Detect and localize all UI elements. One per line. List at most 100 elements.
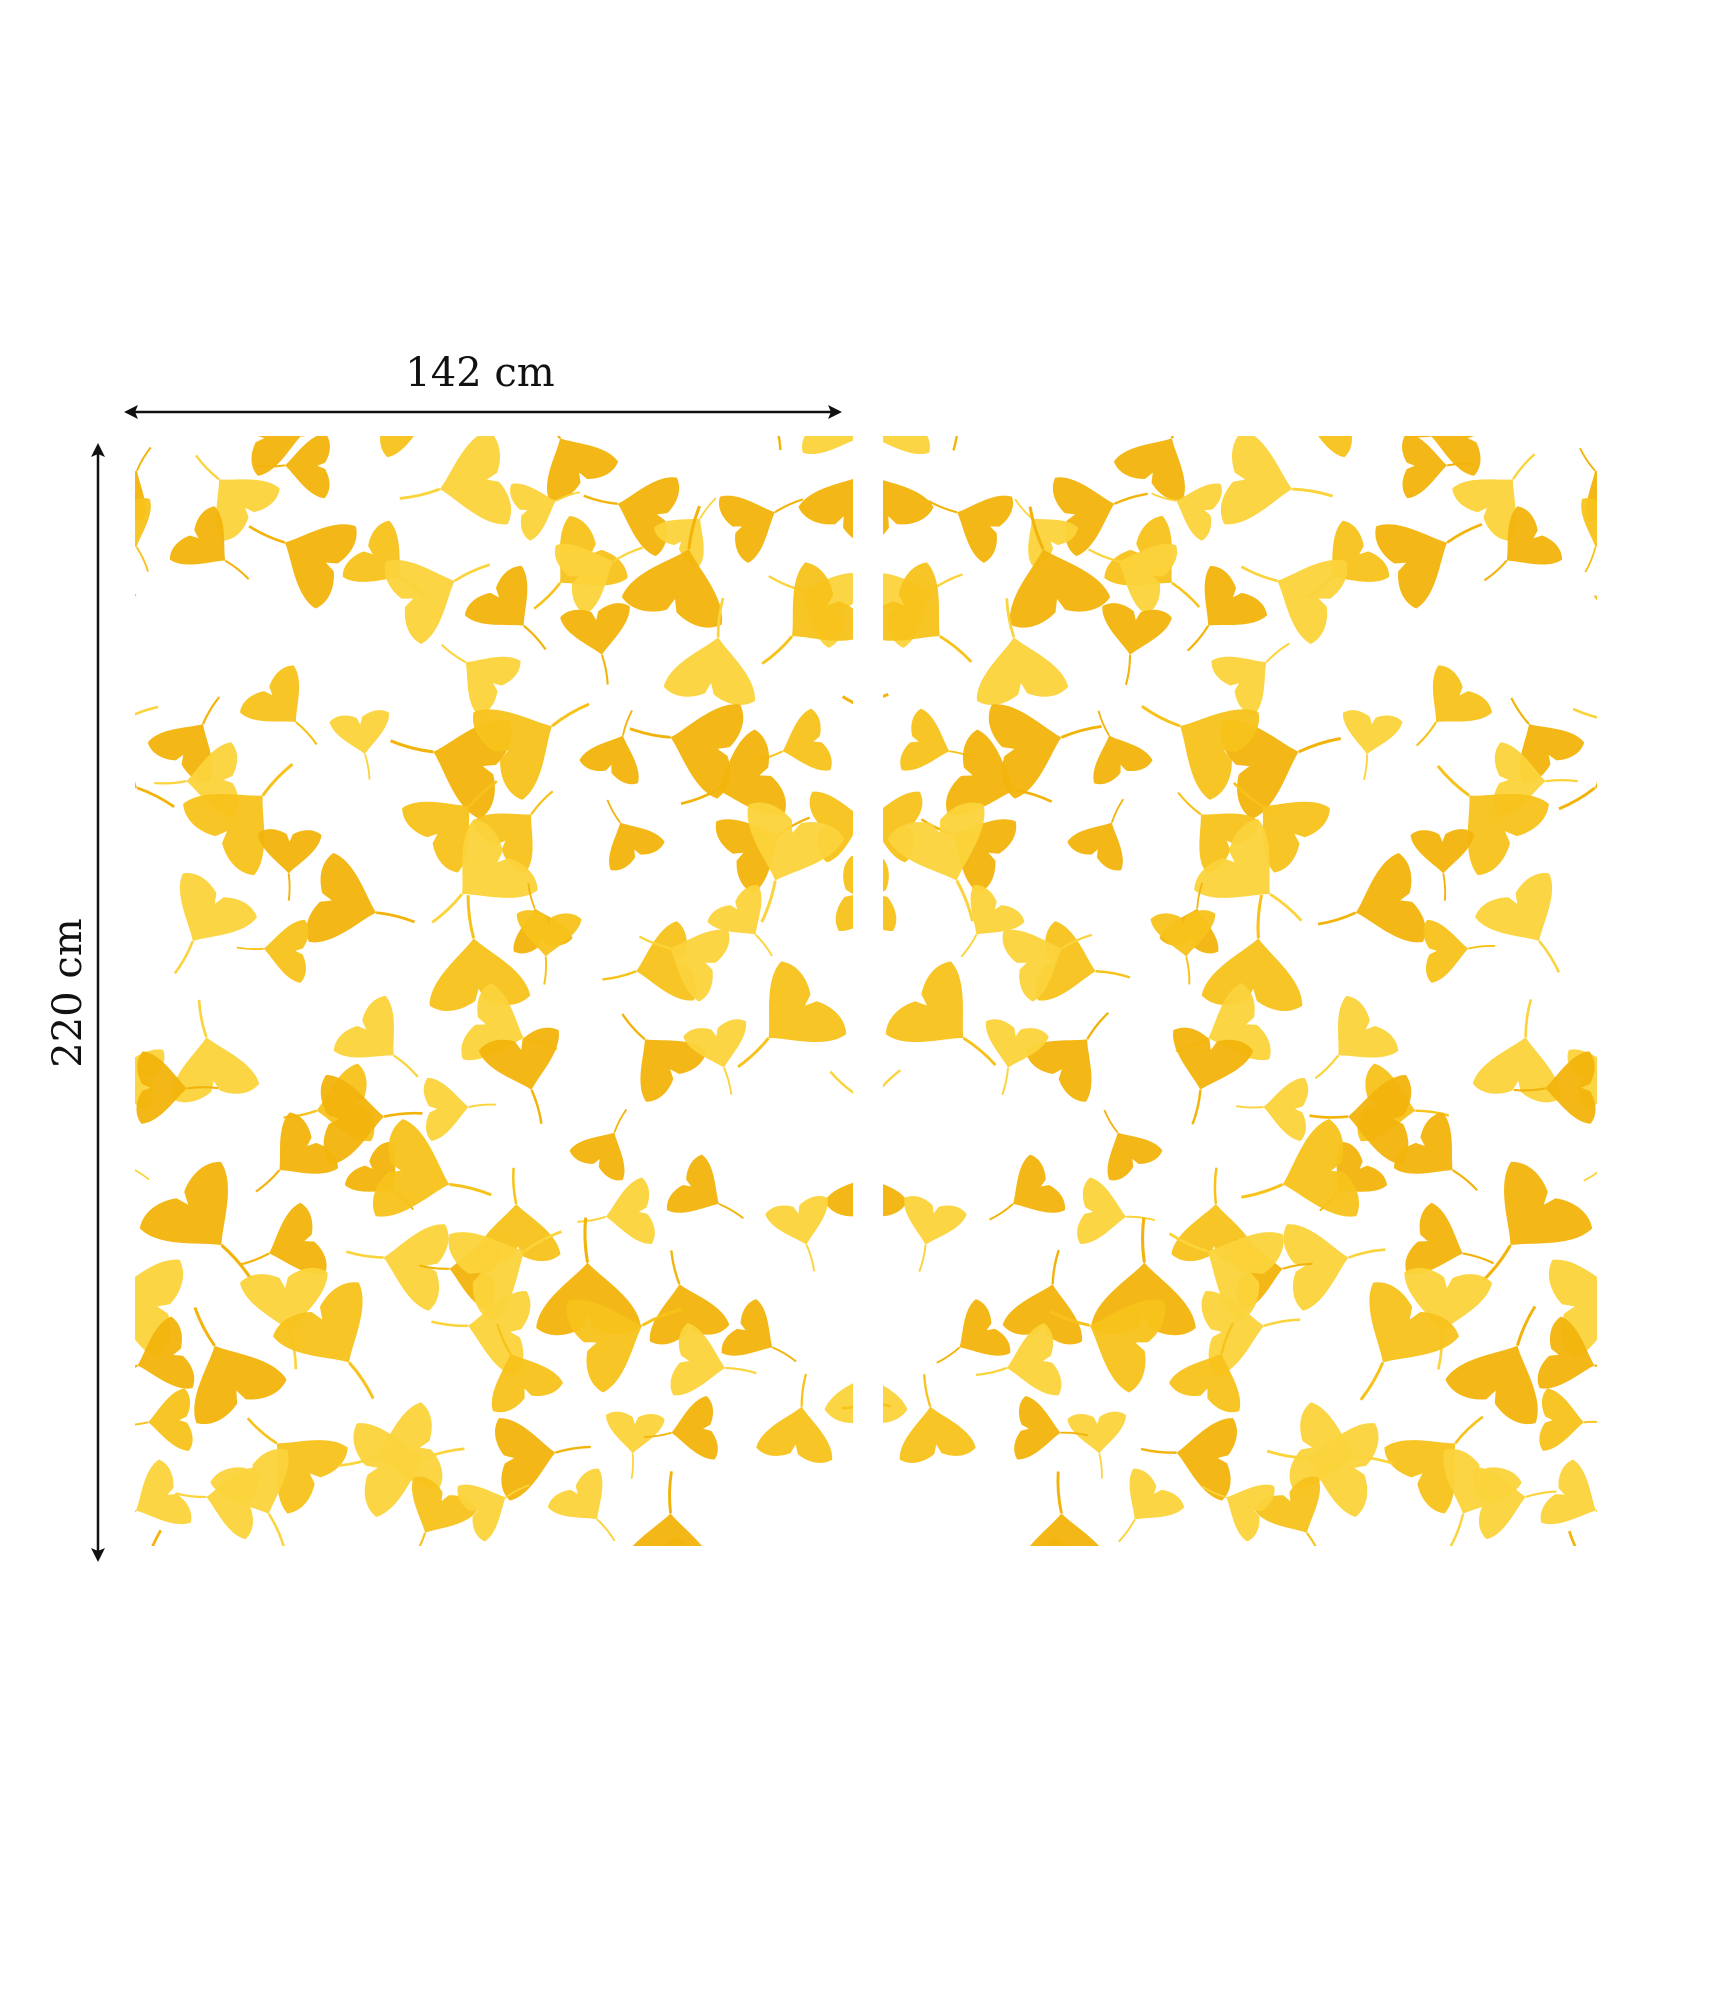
ginkgo-leaf — [883, 1069, 902, 1096]
ginkgo-leaf — [135, 436, 159, 464]
ginkgo-leaf — [1240, 559, 1348, 645]
ginkgo-leaf — [1393, 1112, 1479, 1192]
ginkgo-leaf — [345, 1224, 449, 1311]
ginkgo-leaf — [841, 1400, 853, 1410]
ginkgo-leaf — [1173, 1027, 1254, 1125]
ginkgo-leaf — [841, 695, 853, 716]
height-arrow — [91, 443, 105, 1562]
ginkgo-leaf — [135, 446, 152, 521]
ginkgo-leaf — [402, 780, 498, 873]
ginkgo-leaf — [711, 1544, 817, 1546]
ginkgo-leaf — [472, 702, 590, 800]
ginkgo-leaf — [135, 593, 137, 622]
ginkgo-leaf — [850, 1522, 853, 1546]
ginkgo-leaf — [135, 1316, 195, 1389]
ginkgo-leaf — [1436, 764, 1549, 876]
ginkgo-leaf — [547, 1468, 616, 1542]
ginkgo-leaf — [1415, 665, 1492, 747]
ginkgo-leaf — [495, 1418, 591, 1501]
ginkgo-leaf — [173, 873, 257, 975]
ginkgo-pattern — [135, 436, 853, 1546]
ginkgo-leaf — [883, 1236, 893, 1343]
ginkgo-leaf — [883, 562, 973, 663]
ginkgo-leaf — [1093, 710, 1153, 785]
ginkgo-leaf — [135, 716, 175, 809]
ginkgo-leaf — [1015, 1471, 1114, 1546]
ginkgo-leaf — [1009, 506, 1111, 628]
width-arrow — [124, 405, 842, 419]
ginkgo-leaf — [1567, 1530, 1588, 1546]
ginkgo-leaf — [273, 1282, 375, 1400]
ginkgo-leaf — [135, 1388, 193, 1451]
ginkgo-leaf — [1405, 1202, 1495, 1275]
ginkgo-leaf — [621, 1013, 707, 1102]
ginkgo-leaf — [761, 562, 853, 665]
ginkgo-leaf — [670, 1323, 757, 1396]
ginkgo-leaf — [1342, 710, 1403, 781]
ginkgo-leaf — [721, 1299, 797, 1363]
ginkgo-leaf — [883, 1366, 908, 1439]
ginkgo-leaf — [650, 1250, 730, 1345]
ginkgo-leaf — [257, 829, 322, 901]
ginkgo-leaf — [1232, 781, 1330, 873]
ginkgo-leaf — [1102, 603, 1172, 686]
ginkgo-leaf — [824, 1366, 853, 1439]
ginkgo-leaf — [306, 853, 416, 943]
width-dimension-label: 142 cm — [405, 350, 555, 396]
ginkgo-leaf — [1423, 919, 1496, 983]
ginkgo-leaf — [824, 1173, 853, 1236]
ginkgo-leaf — [1067, 1411, 1127, 1479]
ginkgo-leaf — [431, 819, 538, 924]
ginkgo-leaf — [1540, 1459, 1597, 1525]
ginkgo-leaf — [1537, 1316, 1597, 1389]
ginkgo-leaf — [410, 1476, 478, 1546]
ginkgo-leaf — [1150, 910, 1216, 985]
ginkgo-leaf — [883, 1400, 892, 1408]
ginkgo-leaf — [183, 763, 294, 876]
ginkgo-leaf — [798, 475, 853, 546]
ginkgo-leaf — [883, 436, 930, 454]
ginkgo-leaf — [1113, 436, 1189, 501]
ginkgo-pattern-mirrored — [883, 436, 1597, 1546]
ginkgo-leaf — [478, 1027, 559, 1125]
ginkgo-leaf — [1220, 436, 1334, 525]
ginkgo-leaf — [560, 603, 630, 685]
ginkgo-leaf — [899, 1374, 976, 1463]
ginkgo-leaf — [605, 1411, 665, 1479]
ginkgo-leaf — [1201, 1484, 1275, 1542]
ginkgo-leaf — [577, 1177, 655, 1244]
ginkgo-leaf — [1002, 929, 1093, 1002]
ginkgo-leaf — [491, 1323, 563, 1413]
ginkgo-leaf — [171, 999, 260, 1103]
ginkgo-leaf — [240, 665, 318, 746]
wallpaper-panel-right — [883, 436, 1597, 1546]
ginkgo-leaf — [1014, 1396, 1089, 1460]
ginkgo-leaf — [1375, 523, 1483, 609]
ginkgo-leaf — [135, 1459, 192, 1527]
ginkgo-leaf — [246, 1417, 348, 1514]
ginkgo-leaf — [936, 1299, 1011, 1364]
ginkgo-leaf — [1510, 697, 1585, 783]
ginkgo-leaf — [976, 598, 1069, 705]
ginkgo-leaf — [431, 1290, 531, 1376]
ginkgo-leaf — [602, 921, 697, 1001]
ginkgo-leaf — [1067, 798, 1125, 871]
ginkgo-leaf — [510, 483, 581, 541]
ginkgo-leaf — [1186, 565, 1268, 652]
ginkgo-leaf — [1359, 1282, 1459, 1401]
ginkgo-leaf — [663, 597, 756, 705]
ginkgo-leaf — [238, 1202, 327, 1275]
ginkgo-leaf — [135, 1165, 150, 1181]
ginkgo-leaf — [541, 436, 619, 501]
ginkgo-leaf — [236, 919, 309, 983]
ginkgo-leaf — [423, 1077, 496, 1142]
ginkgo-leaf — [195, 454, 280, 541]
ginkgo-leaf — [457, 1484, 530, 1542]
ginkgo-leaf — [1201, 894, 1303, 1012]
ginkgo-leaf — [1593, 594, 1597, 622]
ginkgo-leaf — [1309, 1074, 1412, 1165]
ginkgo-leaf — [1254, 1476, 1323, 1546]
ginkgo-leaf — [384, 559, 491, 645]
ginkgo-leaf — [883, 475, 934, 546]
